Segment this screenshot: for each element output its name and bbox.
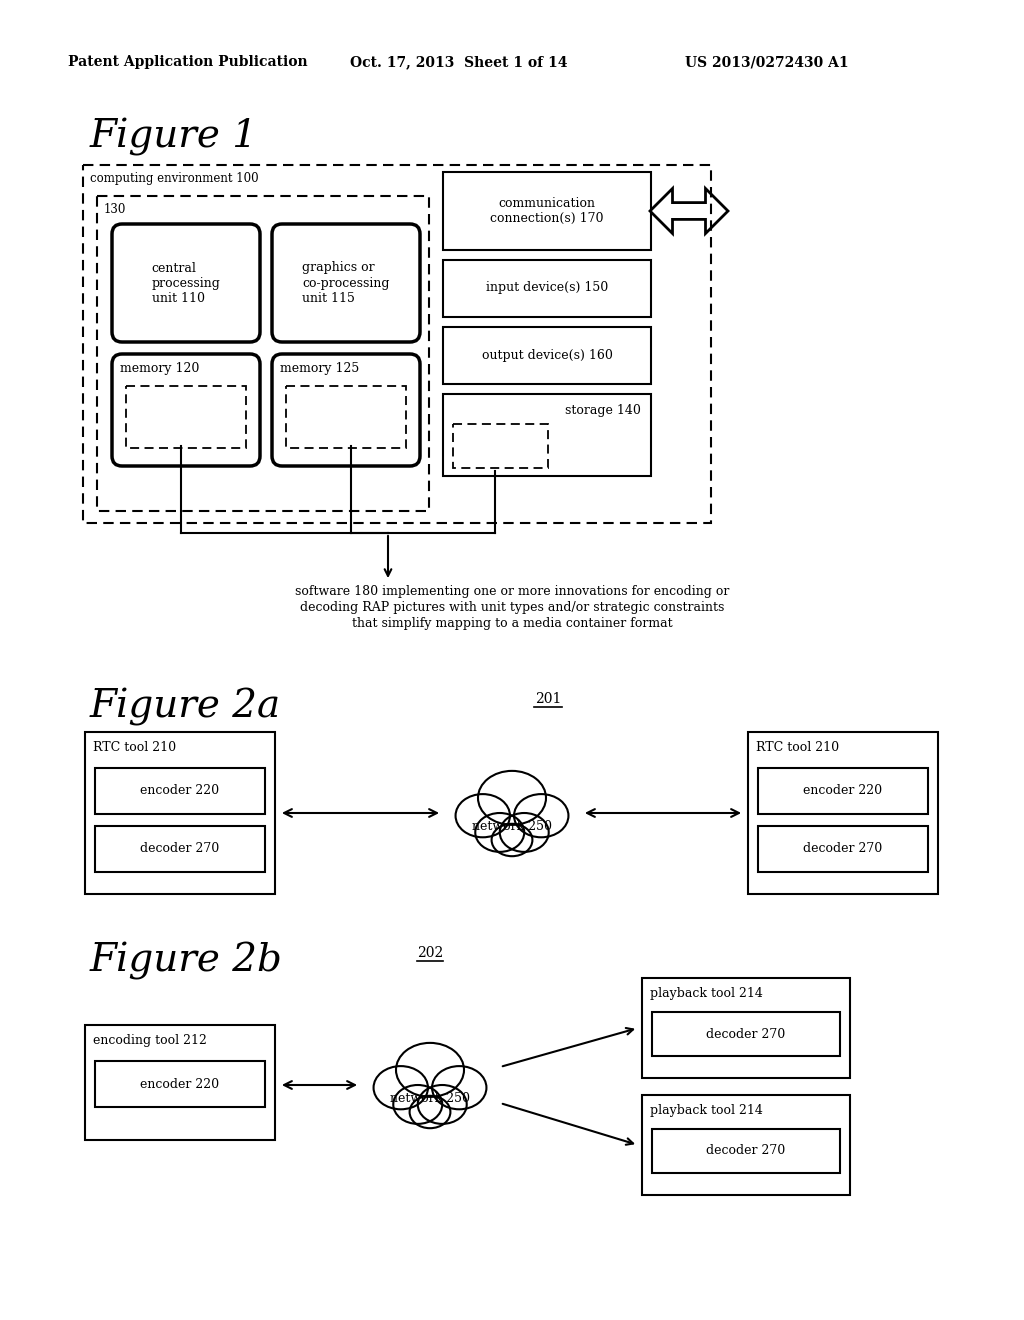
Ellipse shape (410, 1096, 451, 1129)
Ellipse shape (396, 1043, 464, 1097)
Text: memory 125: memory 125 (280, 362, 359, 375)
Text: decoder 270: decoder 270 (140, 842, 219, 855)
Bar (95, 826, 265, 873)
Bar (652, 1129, 840, 1173)
Bar (758, 768, 928, 814)
FancyBboxPatch shape (112, 354, 260, 466)
Bar (377, 1077, 483, 1115)
Text: decoder 270: decoder 270 (707, 1144, 785, 1158)
FancyBboxPatch shape (112, 224, 260, 342)
Bar (286, 385, 406, 447)
FancyBboxPatch shape (272, 224, 420, 342)
Text: encoding tool 212: encoding tool 212 (93, 1034, 207, 1047)
Bar (758, 826, 928, 873)
Text: network 250: network 250 (472, 821, 552, 833)
Bar (443, 327, 651, 384)
Text: US 2013/0272430 A1: US 2013/0272430 A1 (685, 55, 849, 69)
Bar (748, 733, 938, 894)
Ellipse shape (456, 795, 510, 837)
Bar (95, 768, 265, 814)
Text: decoder 270: decoder 270 (707, 1027, 785, 1040)
Text: encoder 220: encoder 220 (140, 1077, 219, 1090)
Bar (652, 1012, 840, 1056)
Text: input device(s) 150: input device(s) 150 (485, 281, 608, 294)
Text: decoding RAP pictures with unit types and/or strategic constraints: decoding RAP pictures with unit types an… (300, 601, 724, 614)
Ellipse shape (492, 824, 532, 857)
Bar (85, 1026, 275, 1140)
Text: Oct. 17, 2013  Sheet 1 of 14: Oct. 17, 2013 Sheet 1 of 14 (350, 55, 567, 69)
Ellipse shape (500, 813, 549, 851)
Text: Figure 1: Figure 1 (90, 117, 258, 156)
Ellipse shape (478, 771, 546, 825)
Bar (85, 733, 275, 894)
Text: Figure 2b: Figure 2b (90, 942, 283, 979)
Text: computing environment 100: computing environment 100 (90, 172, 259, 185)
Ellipse shape (432, 1067, 486, 1109)
Text: encoder 220: encoder 220 (140, 784, 219, 797)
Text: RTC tool 210: RTC tool 210 (756, 741, 839, 754)
Text: decoder 270: decoder 270 (804, 842, 883, 855)
Bar (443, 393, 651, 477)
Bar (95, 1061, 265, 1107)
Bar (443, 260, 651, 317)
Text: central
processing
unit 110: central processing unit 110 (152, 261, 220, 305)
Text: playback tool 214: playback tool 214 (650, 987, 763, 1001)
Bar (126, 385, 246, 447)
Ellipse shape (418, 1085, 467, 1123)
Text: output device(s) 160: output device(s) 160 (481, 348, 612, 362)
Text: network 250: network 250 (390, 1093, 470, 1106)
Text: 201: 201 (535, 692, 561, 706)
Text: encoder 220: encoder 220 (804, 784, 883, 797)
Ellipse shape (514, 795, 568, 837)
Ellipse shape (393, 1085, 442, 1123)
Bar (83, 165, 711, 523)
Text: communication
connection(s) 170: communication connection(s) 170 (490, 197, 604, 224)
Text: storage 140: storage 140 (565, 404, 641, 417)
Ellipse shape (475, 813, 524, 851)
Bar (459, 805, 565, 843)
Text: that simplify mapping to a media container format: that simplify mapping to a media contain… (351, 616, 673, 630)
Text: Figure 2a: Figure 2a (90, 688, 282, 726)
Text: playback tool 214: playback tool 214 (650, 1104, 763, 1117)
Bar (642, 978, 850, 1078)
Bar (642, 1096, 850, 1195)
Text: 130: 130 (104, 203, 126, 216)
Text: memory 120: memory 120 (120, 362, 200, 375)
Ellipse shape (374, 1067, 428, 1109)
Text: Patent Application Publication: Patent Application Publication (68, 55, 307, 69)
FancyBboxPatch shape (272, 354, 420, 466)
Text: RTC tool 210: RTC tool 210 (93, 741, 176, 754)
Bar (97, 195, 429, 511)
Text: software 180 implementing one or more innovations for encoding or: software 180 implementing one or more in… (295, 585, 729, 598)
Bar (453, 424, 548, 469)
Text: graphics or
co-processing
unit 115: graphics or co-processing unit 115 (302, 261, 390, 305)
Text: 202: 202 (417, 946, 443, 960)
Bar (443, 172, 651, 249)
